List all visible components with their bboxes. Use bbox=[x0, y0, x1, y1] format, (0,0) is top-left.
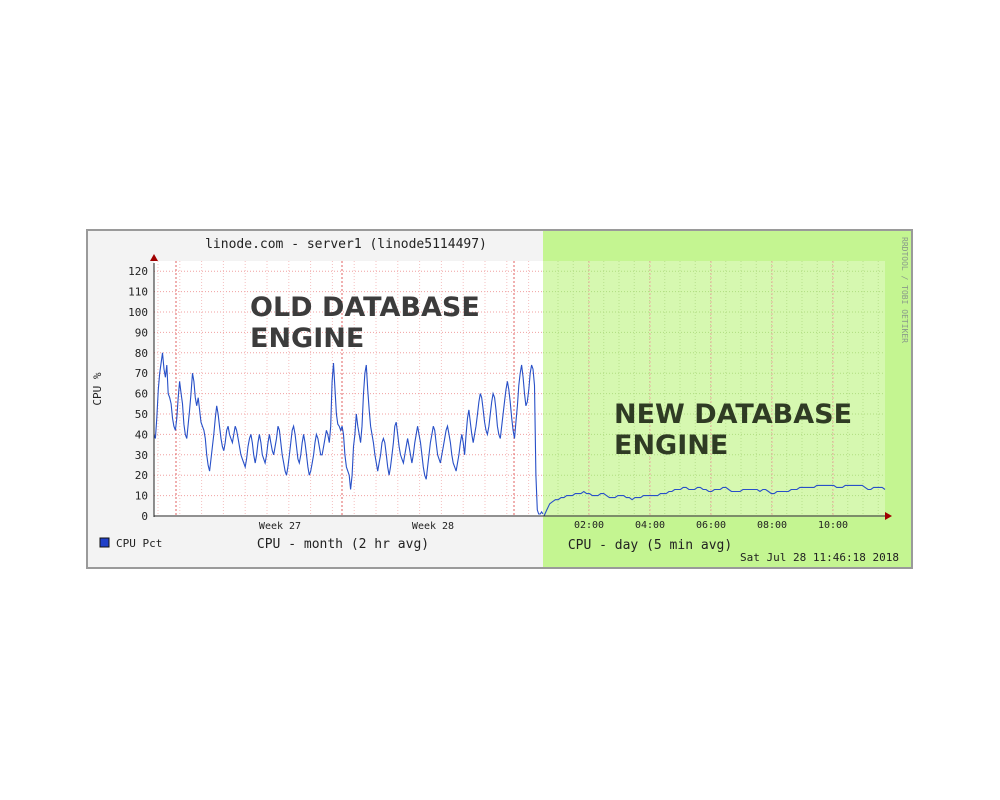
new-engine-annotation-line1: NEW DATABASE bbox=[614, 399, 852, 430]
y-tick-label: 70 bbox=[135, 367, 148, 380]
x-tick-label-day: 08:00 bbox=[757, 520, 787, 531]
y-tick-label: 90 bbox=[135, 326, 148, 339]
legend-swatch bbox=[99, 537, 110, 548]
timestamp: Sat Jul 28 11:46:18 2018 bbox=[740, 551, 899, 564]
y-tick-label: 10 bbox=[135, 490, 148, 503]
chart-frame: 0 10 20 30 40 50 60 70 80 90 100 110 120 Week 27 Week… bbox=[86, 229, 913, 569]
rrdtool-watermark: RRDTOOL / TOBI OETIKER bbox=[900, 237, 909, 343]
legend-label: CPU Pct bbox=[116, 537, 162, 550]
x-tick-label-day: 02:00 bbox=[574, 520, 604, 531]
x-tick-label-day: 06:00 bbox=[696, 520, 726, 531]
new-engine-annotation-line2: ENGINE bbox=[614, 430, 728, 461]
y-axis-label: CPU % bbox=[91, 372, 104, 405]
x-tick-label-day: 04:00 bbox=[635, 520, 665, 531]
y-axis-arrow bbox=[150, 254, 158, 261]
grid-layer bbox=[154, 261, 885, 516]
y-tick-label: 50 bbox=[135, 408, 148, 421]
series-layer bbox=[153, 352, 886, 517]
y-tick-label: 60 bbox=[135, 388, 148, 401]
old-engine-annotation-line1: OLD DATABASE bbox=[250, 292, 480, 323]
day-caption: CPU - day (5 min avg) bbox=[568, 538, 732, 553]
x-tick-label-day: 10:00 bbox=[818, 520, 848, 531]
y-tick-label: 110 bbox=[128, 286, 148, 299]
y-tick-label: 100 bbox=[128, 306, 148, 319]
y-tick-label: 0 bbox=[141, 510, 148, 523]
month-caption: CPU - month (2 hr avg) bbox=[257, 537, 429, 552]
y-tick-label: 30 bbox=[135, 449, 148, 462]
series-line-day bbox=[543, 484, 886, 517]
x-tick-label-month: Week 27 bbox=[259, 521, 301, 532]
y-tick-label: 20 bbox=[135, 469, 148, 482]
chart-title: linode.com - server1 (linode5114497) bbox=[205, 237, 487, 252]
y-tick-label: 40 bbox=[135, 428, 148, 441]
right-plot-area bbox=[543, 261, 885, 517]
y-tick-label: 80 bbox=[135, 347, 148, 360]
old-engine-annotation-line2: ENGINE bbox=[250, 323, 364, 354]
series-line-month bbox=[153, 352, 544, 515]
y-tick-labels: 0 10 20 30 40 50 60 70 80 90 100 110 120 bbox=[128, 265, 148, 523]
y-tick-label: 120 bbox=[128, 265, 148, 278]
x-tick-label-month: Week 28 bbox=[412, 521, 454, 532]
x-axis-arrow bbox=[885, 512, 892, 520]
x-tick-labels: Week 27 Week 28 02:00 04:00 06:00 08:00 10:00 bbox=[259, 520, 848, 532]
